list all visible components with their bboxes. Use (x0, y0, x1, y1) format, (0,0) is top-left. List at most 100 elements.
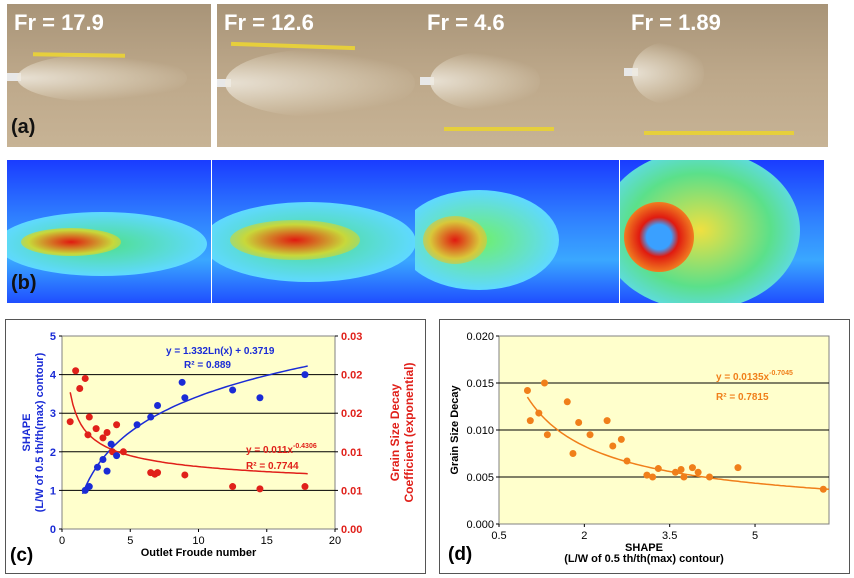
y-left-tick-label: 3 (50, 408, 56, 420)
data-point (677, 465, 685, 473)
panel-label-d: (d) (448, 544, 472, 565)
data-point-left (107, 440, 115, 448)
chart-c-frame: 0 1 2 3 4 5 0.00 0.01 0.01 0.02 0.02 0.03 0 5 10 15 20 Ou… (5, 319, 426, 574)
data-point-left (93, 463, 101, 471)
y-tick-label: 0.015 (466, 378, 494, 390)
x-axis-label-line: SHAPE (625, 542, 663, 554)
y-right-tick-label: 0.00 (341, 524, 362, 536)
heat-core (624, 202, 694, 272)
trend-line-right (69, 392, 308, 475)
data-point-right (84, 431, 92, 439)
photo-fr-17-9: Fr = 17.9 (7, 4, 211, 147)
data-point-right (92, 425, 100, 433)
photo-fr-4-6: Fr = 4.6 (420, 4, 624, 147)
data-point (526, 417, 534, 425)
heatmap-fr-1-89 (620, 160, 824, 303)
heat-core (21, 228, 121, 256)
y-right-axis-label: Grain Size DecayCoefficient (exponential… (388, 362, 416, 502)
data-point (603, 417, 611, 425)
data-point-left (85, 483, 93, 491)
heat-core (230, 220, 360, 260)
data-point (680, 473, 688, 481)
y-right-tick-label: 0.01 (341, 485, 362, 497)
froude-label: Fr = 12.6 (224, 10, 314, 35)
trend-label-right-base: y = 0.011x (246, 445, 293, 456)
jet-plume (632, 42, 704, 104)
y-left-tick-label: 2 (50, 447, 56, 459)
x-tick-label: 0.5 (491, 530, 506, 542)
data-point (586, 431, 594, 439)
photo-fr-12-6: Fr = 12.6 (217, 4, 421, 147)
scale-ruler (644, 131, 794, 135)
data-point-right (66, 418, 74, 426)
data-point (671, 468, 679, 476)
outlet-pipe (624, 68, 638, 76)
scale-ruler (444, 127, 554, 131)
x-tick-label: 5 (127, 535, 133, 547)
data-point-right (103, 429, 111, 436)
data-point-right (81, 374, 89, 382)
data-point-left (154, 401, 162, 409)
y-left-axis-label: SHAPE(L/W of 0.5 th/th(max) contour) (21, 352, 46, 512)
y-axis-label: Grain Size Decay (449, 384, 461, 474)
data-point (541, 379, 549, 387)
data-point (688, 464, 696, 472)
r2-label-right: R² = 0.7744 (246, 461, 299, 472)
y-right-tick-label: 0.02 (341, 408, 362, 420)
jet-plume (17, 54, 187, 102)
data-point (617, 435, 625, 443)
heatmap-fr-12-6 (212, 160, 416, 303)
data-point (623, 457, 631, 465)
panel-label-c: (c) (10, 545, 33, 566)
y-right-tick-label: 0.01 (341, 447, 362, 459)
chart-c: 0 1 2 3 4 5 0.00 0.01 0.01 0.02 0.02 0.03 0 5 10 15 20 Ou… (10, 331, 416, 566)
x-axis-label: SHAPE (L/W of 0.5 th/th(max) contour) (564, 542, 724, 565)
jet-plume (225, 49, 415, 117)
y-tick-label: 0.020 (466, 331, 494, 343)
data-point-left (99, 456, 107, 464)
data-point-right (119, 448, 127, 456)
y-left-axis-label-line: (L/W of 0.5 th/th(max) contour) (34, 352, 46, 512)
data-point-left (229, 386, 237, 394)
data-point-right (229, 483, 237, 491)
froude-label: Fr = 17.9 (14, 10, 104, 35)
trend-label: y = 0.0135x-0.7045 (716, 370, 793, 383)
x-axis-label: Outlet Froude number (141, 547, 257, 559)
y-right-axis-label-line: Coefficient (exponential) (402, 362, 416, 502)
data-point-right (113, 421, 121, 429)
r2-label-left: R² = 0.889 (184, 360, 231, 371)
data-point (523, 387, 531, 395)
y-right-tick-label: 0.03 (341, 331, 362, 343)
trend-label-exponent: -0.7045 (769, 370, 793, 377)
y-tick-label: 0.005 (466, 472, 494, 484)
data-point (694, 468, 702, 476)
data-point-left (181, 394, 189, 402)
trend-label-right: y = 0.011x-0.4306 (246, 443, 317, 456)
data-point-left (103, 467, 111, 475)
data-point (575, 418, 583, 426)
x-tick-label: 20 (329, 535, 341, 547)
y-left-tick-label: 5 (50, 331, 56, 343)
data-point (609, 442, 617, 450)
r2-label: R² = 0.7815 (716, 392, 769, 403)
chart-d: 0.000 0.005 0.010 0.015 0.020 0.5 2 3.5 5 SHAPE (L… (448, 331, 830, 565)
panel-label-b: (b) (11, 272, 37, 294)
data-point-right (76, 384, 84, 392)
data-point (543, 431, 551, 439)
x-tick-label: 15 (261, 535, 273, 547)
outlet-pipe (420, 77, 434, 85)
x-tick-label: 2 (581, 530, 587, 542)
data-point (734, 464, 742, 472)
trend-line-left (81, 365, 308, 495)
outlet-pipe (7, 73, 21, 81)
data-point (706, 473, 714, 481)
data-point-right (301, 483, 309, 491)
data-point (569, 450, 577, 457)
x-tick-label: 3.5 (662, 530, 677, 542)
data-point (643, 471, 651, 479)
data-point-right (256, 485, 264, 493)
data-point (654, 465, 662, 473)
data-point-right (72, 367, 80, 375)
x-axis-label-line: (L/W of 0.5 th/th(max) contour) (564, 553, 724, 565)
y-right-tick-label: 0.02 (341, 370, 362, 382)
